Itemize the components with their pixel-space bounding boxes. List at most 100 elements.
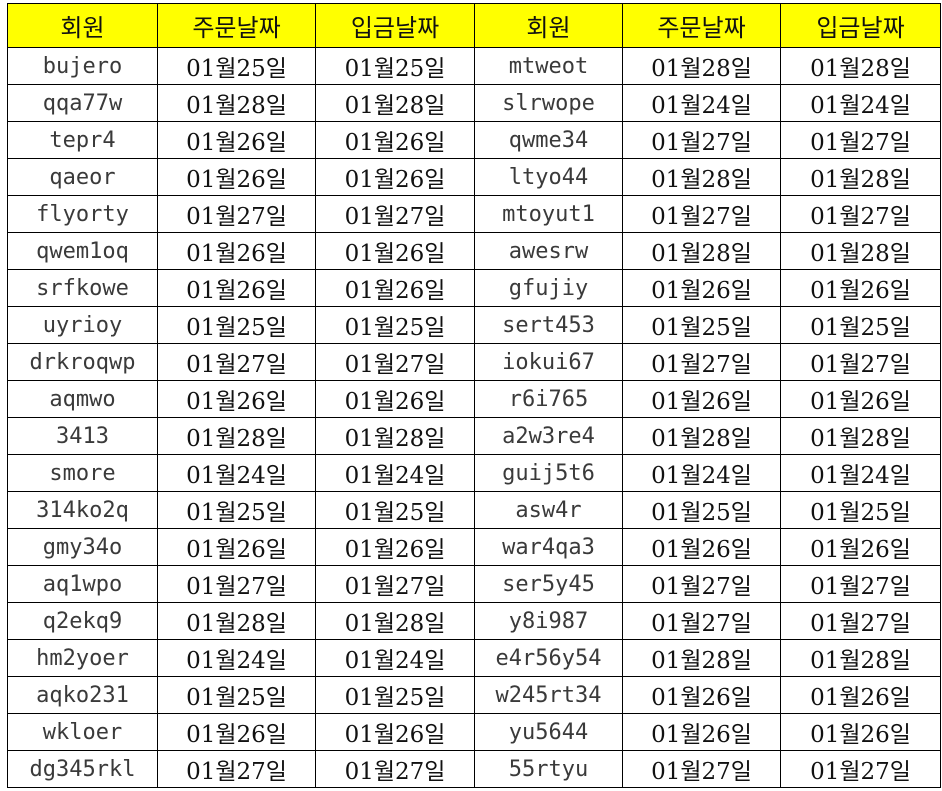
cell-member[interactable]: srfkowe [7,269,158,307]
cell-deposit-date[interactable]: 01월27일 [780,565,941,603]
cell-deposit-date[interactable]: 01월25일 [315,491,475,529]
cell-deposit-date[interactable]: 01월28일 [315,417,475,455]
cell-deposit-date[interactable]: 01월28일 [315,602,475,640]
header-order-date[interactable]: 주문날짜 [622,3,781,48]
header-order-date[interactable]: 주문날짜 [157,3,316,48]
cell-order-date[interactable]: 01월27일 [157,195,316,233]
cell-order-date[interactable]: 01월25일 [622,306,781,344]
cell-deposit-date[interactable]: 01월24일 [315,639,475,677]
cell-member[interactable]: uyrioy [7,306,158,344]
cell-deposit-date[interactable]: 01월28일 [780,232,941,270]
cell-deposit-date[interactable]: 01월25일 [315,47,475,85]
cell-deposit-date[interactable]: 01월25일 [780,306,941,344]
cell-order-date[interactable]: 01월27일 [622,602,781,640]
cell-order-date[interactable]: 01월28일 [157,417,316,455]
cell-deposit-date[interactable]: 01월27일 [780,343,941,381]
cell-deposit-date[interactable]: 01월26일 [315,380,475,418]
cell-member[interactable]: qwme34 [474,121,623,159]
cell-deposit-date[interactable]: 01월25일 [780,491,941,529]
cell-deposit-date[interactable]: 01월28일 [780,158,941,196]
cell-deposit-date[interactable]: 01월24일 [780,454,941,492]
cell-deposit-date[interactable]: 01월27일 [780,195,941,233]
cell-order-date[interactable]: 01월28일 [622,417,781,455]
cell-order-date[interactable]: 01월26일 [622,528,781,566]
cell-order-date[interactable]: 01월26일 [622,713,781,751]
cell-deposit-date[interactable]: 01월27일 [315,750,475,788]
cell-member[interactable]: yu5644 [474,713,623,751]
cell-deposit-date[interactable]: 01월26일 [315,269,475,307]
cell-deposit-date[interactable]: 01월24일 [780,84,941,122]
cell-order-date[interactable]: 01월28일 [622,47,781,85]
cell-order-date[interactable]: 01월24일 [622,84,781,122]
cell-member[interactable]: e4r56y54 [474,639,623,677]
cell-member[interactable]: hm2yoer [7,639,158,677]
cell-order-date[interactable]: 01월28일 [622,232,781,270]
cell-deposit-date[interactable]: 01월26일 [780,676,941,714]
cell-order-date[interactable]: 01월24일 [157,639,316,677]
cell-deposit-date[interactable]: 01월28일 [780,47,941,85]
cell-deposit-date[interactable]: 01월26일 [780,269,941,307]
cell-member[interactable]: iokui67 [474,343,623,381]
cell-member[interactable]: awesrw [474,232,623,270]
cell-order-date[interactable]: 01월26일 [157,158,316,196]
cell-member[interactable]: aqmwo [7,380,158,418]
cell-member[interactable]: bujero [7,47,158,85]
cell-member[interactable]: 3413 [7,417,158,455]
cell-order-date[interactable]: 01월27일 [157,750,316,788]
cell-order-date[interactable]: 01월28일 [157,84,316,122]
cell-deposit-date[interactable]: 01월24일 [315,454,475,492]
cell-member[interactable]: guij5t6 [474,454,623,492]
cell-deposit-date[interactable]: 01월28일 [780,417,941,455]
cell-member[interactable]: gmy34o [7,528,158,566]
cell-member[interactable]: aq1wpo [7,565,158,603]
header-deposit-date[interactable]: 입금날짜 [780,3,941,48]
cell-order-date[interactable]: 01월28일 [157,602,316,640]
header-deposit-date[interactable]: 입금날짜 [315,3,475,48]
cell-order-date[interactable]: 01월28일 [622,158,781,196]
cell-deposit-date[interactable]: 01월27일 [315,195,475,233]
cell-deposit-date[interactable]: 01월28일 [315,84,475,122]
cell-order-date[interactable]: 01월25일 [622,491,781,529]
cell-member[interactable]: q2ekq9 [7,602,158,640]
cell-order-date[interactable]: 01월28일 [622,639,781,677]
cell-deposit-date[interactable]: 01월27일 [780,602,941,640]
cell-order-date[interactable]: 01월26일 [157,232,316,270]
cell-order-date[interactable]: 01월27일 [622,565,781,603]
cell-member[interactable]: sert453 [474,306,623,344]
cell-deposit-date[interactable]: 01월27일 [315,565,475,603]
cell-deposit-date[interactable]: 01월27일 [315,343,475,381]
cell-deposit-date[interactable]: 01월26일 [315,121,475,159]
cell-order-date[interactable]: 01월25일 [157,676,316,714]
cell-deposit-date[interactable]: 01월26일 [315,528,475,566]
cell-order-date[interactable]: 01월26일 [622,380,781,418]
cell-order-date[interactable]: 01월25일 [157,306,316,344]
cell-deposit-date[interactable]: 01월26일 [315,713,475,751]
cell-order-date[interactable]: 01월24일 [157,454,316,492]
cell-deposit-date[interactable]: 01월26일 [780,528,941,566]
cell-order-date[interactable]: 01월24일 [622,454,781,492]
cell-member[interactable]: qaeor [7,158,158,196]
cell-member[interactable]: ltyo44 [474,158,623,196]
cell-order-date[interactable]: 01월25일 [157,47,316,85]
cell-order-date[interactable]: 01월26일 [157,713,316,751]
cell-order-date[interactable]: 01월27일 [622,343,781,381]
cell-order-date[interactable]: 01월26일 [622,676,781,714]
cell-member[interactable]: a2w3re4 [474,417,623,455]
cell-member[interactable]: dg345rkl [7,750,158,788]
header-member[interactable]: 회원 [7,3,158,48]
cell-order-date[interactable]: 01월26일 [157,380,316,418]
cell-member[interactable]: gfujiy [474,269,623,307]
cell-order-date[interactable]: 01월26일 [157,269,316,307]
cell-order-date[interactable]: 01월27일 [622,195,781,233]
cell-member[interactable]: qqa77w [7,84,158,122]
cell-member[interactable]: aqko231 [7,676,158,714]
cell-order-date[interactable]: 01월27일 [157,343,316,381]
cell-deposit-date[interactable]: 01월25일 [315,306,475,344]
cell-member[interactable]: slrwope [474,84,623,122]
cell-deposit-date[interactable]: 01월26일 [780,713,941,751]
cell-member[interactable]: qwem1oq [7,232,158,270]
cell-member[interactable]: 55rtyu [474,750,623,788]
cell-deposit-date[interactable]: 01월26일 [315,232,475,270]
cell-member[interactable]: tepr4 [7,121,158,159]
cell-member[interactable]: asw4r [474,491,623,529]
